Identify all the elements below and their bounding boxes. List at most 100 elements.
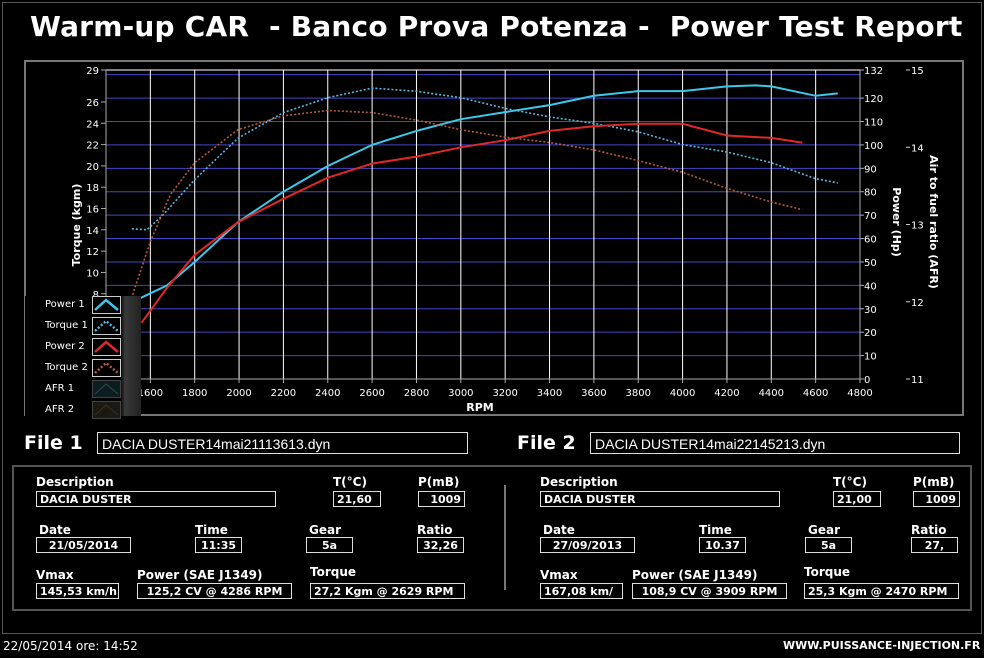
report-datetime: 22/05/2014 ore: 14:52 (3, 639, 138, 653)
file2-power-field: 108,9 CV @ 3909 RPM (632, 583, 787, 599)
dotted-line-icon (92, 317, 121, 335)
torque-tick-label: 10 (86, 268, 99, 279)
file2-temp-label: T(°C) (833, 475, 867, 489)
x-tick-label: 2800 (404, 388, 429, 399)
series-power-2 (140, 122, 803, 324)
power-tick-label: 120 (864, 94, 883, 105)
afr-tick-label: 14 (911, 143, 924, 154)
x-tick-label: 3000 (448, 388, 473, 399)
x-tick-label: 2000 (226, 388, 251, 399)
file1-temp-label: T(°C) (333, 475, 367, 489)
file1-time-field: 11:35 (195, 537, 242, 553)
afr-tick-label: 13 (911, 221, 924, 232)
torque-tick-label: 18 (86, 183, 99, 194)
file2-description-label: Description (540, 475, 618, 489)
file2-pressure-label: P(mB) (913, 475, 955, 489)
torque-tick-label: 12 (86, 247, 99, 258)
power-tick-label: 20 (864, 328, 877, 339)
power-tick-label: 40 (864, 281, 877, 292)
file1-pressure-field: 1009 (418, 491, 465, 507)
x-tick-label: 4600 (803, 388, 828, 399)
legend-label: AFR 2 (45, 404, 75, 415)
afr-tick-label: 11 (911, 375, 924, 386)
solid-line-icon (92, 338, 121, 356)
power-tick-label: 0 (864, 375, 870, 386)
x-tick-label: 1800 (182, 388, 207, 399)
power-tick-label: 132 (864, 66, 883, 77)
torque-tick-label: 26 (86, 98, 99, 109)
file2-torque-label: Torque (804, 565, 851, 579)
x-tick-label: 3200 (492, 388, 517, 399)
info-panel (12, 465, 972, 611)
torque-axis-title: Torque (kgm) (70, 184, 83, 267)
x-axis-title: RPM (466, 401, 493, 414)
file2-time-label: Time (699, 523, 732, 537)
power-tick-label: 100 (864, 141, 883, 152)
file2-description-field: DACIA DUSTER (540, 491, 780, 507)
line-icon (92, 380, 121, 398)
report-title: Warm-up CAR - Banco Prova Potenza - Powe… (30, 10, 963, 43)
power-tick-label: 10 (864, 352, 877, 363)
file1-torque-label: Torque (310, 565, 357, 579)
power-tick-label: 90 (864, 164, 877, 175)
legend-label: AFR 1 (45, 383, 75, 394)
legend-label: Torque 2 (45, 362, 88, 373)
file1-power-field: 125,2 CV @ 4286 RPM (137, 583, 292, 599)
series-torque-2 (131, 109, 803, 296)
power-tick-label: 30 (864, 305, 877, 316)
solid-line-icon (92, 296, 121, 314)
line-icon (92, 401, 121, 419)
file1-vmax-label: Vmax (36, 568, 74, 582)
file1-label: File 1 (24, 432, 83, 454)
file1-gear-label: Gear (309, 523, 342, 537)
legend-item-afr-2: AFR 2 (45, 401, 121, 419)
panel-divider (504, 485, 506, 590)
file2-power-label: Power (SAE J1349) (632, 568, 758, 582)
file1-filename: DACIA DUSTER14mai21113613.dyn (97, 432, 468, 454)
power-tick-label: 70 (864, 211, 877, 222)
file2-temp-field: 21,00 (833, 491, 881, 507)
legend-item-power-2: Power 2 (45, 338, 121, 356)
file1-pressure-label: P(mB) (418, 475, 460, 489)
afr-axis-title: Air to fuel ratio (AFR) (927, 155, 940, 289)
file1-power-label: Power (SAE J1349) (137, 568, 263, 582)
file2-vmax-field: 167,08 km/ (540, 583, 623, 599)
file1-ratio-field: 32,26 (417, 537, 464, 553)
torque-tick-label: 24 (86, 119, 99, 130)
file1-gear-field: 5a (306, 537, 353, 553)
file1-time-label: Time (195, 523, 228, 537)
file1-ratio-label: Ratio (417, 523, 453, 537)
legend-label: Torque 1 (45, 320, 88, 331)
torque-tick-label: 16 (86, 205, 99, 216)
torque-tick-label: 14 (86, 226, 99, 237)
dyno-chart: 1600 1800 2000 2200 2400 2600 2800 3000 3200 3400… (70, 66, 940, 414)
legend-item-torque-2: Torque 2 (45, 359, 121, 377)
torque-tick-label: 8 (93, 290, 99, 301)
chart-panel (24, 60, 964, 416)
legend-item-afr-1: AFR 1 (45, 380, 121, 398)
power-tick-label: 80 (864, 188, 877, 199)
chart-legend: Power 1 Torque 1 Power 2 Torque 2 AFR 1 AFR 2 (25, 296, 141, 419)
torque-tick-label: 29 (86, 66, 99, 77)
file1-torque-field: 27,2 Kgm @ 2629 RPM (310, 583, 465, 599)
file2-pressure-field: 1009 (913, 491, 960, 507)
power-tick-label: 50 (864, 258, 877, 269)
dotted-line-icon (92, 359, 121, 377)
file1-description-field: DACIA DUSTER (36, 491, 276, 507)
x-tick-label: 1600 (138, 388, 163, 399)
torque-tick-label: 20 (86, 162, 99, 173)
file1-date-field: 21/05/2014 (36, 537, 131, 553)
file2-torque-field: 25,3 Kgm @ 2470 RPM (804, 583, 959, 599)
afr-tick-label: 15 (911, 66, 924, 77)
file2-time-field: 10.37 (699, 537, 746, 553)
file2-filename: DACIA DUSTER14mai22145213.dyn (590, 432, 960, 454)
website-link[interactable]: WWW.PUISSANCE-INJECTION.FR (783, 639, 981, 652)
file2-ratio-label: Ratio (911, 523, 947, 537)
legend-item-torque-1: Torque 1 (45, 317, 121, 335)
x-tick-label: 4400 (759, 388, 784, 399)
file1-temp-field: 21,60 (333, 491, 381, 507)
file2-vmax-label: Vmax (540, 568, 578, 582)
file2-gear-label: Gear (808, 523, 841, 537)
x-tick-label: 2200 (271, 388, 296, 399)
power-tick-label: 60 (864, 235, 877, 246)
